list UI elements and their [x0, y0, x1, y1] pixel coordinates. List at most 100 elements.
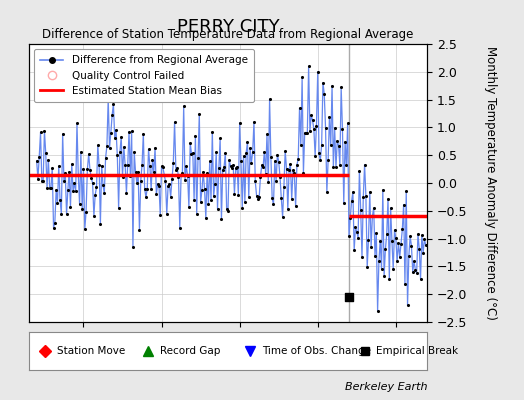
Point: [44, 156, 52, 163]
Point: [323, 188, 331, 195]
Point: [155, 182, 163, 189]
Point: [89, 180, 97, 186]
Point: [77, 148, 85, 155]
Point: [250, 119, 258, 125]
Point: [196, 199, 205, 205]
Point: [248, 149, 257, 155]
Text: Difference of Station Temperature Data from Regional Average: Difference of Station Temperature Data f…: [42, 28, 413, 41]
Point: [86, 167, 94, 173]
Point: [282, 166, 291, 172]
Point: [160, 171, 168, 178]
Point: [59, 131, 67, 137]
Point: [411, 267, 420, 273]
Point: [341, 138, 350, 145]
Text: Station Move: Station Move: [57, 346, 125, 356]
Point: [215, 165, 223, 172]
Point: [393, 258, 401, 264]
Point: [368, 213, 377, 220]
Point: [310, 126, 318, 132]
Point: [299, 170, 308, 176]
Point: [283, 206, 292, 212]
Point: [399, 201, 408, 208]
Point: [92, 184, 101, 191]
Point: [313, 69, 322, 75]
Point: [253, 192, 261, 199]
Point: [64, 186, 72, 193]
Point: [124, 162, 132, 168]
Point: [358, 254, 366, 260]
Point: [74, 172, 82, 178]
Point: [103, 143, 111, 149]
Point: [356, 207, 365, 213]
Point: [151, 144, 159, 151]
Point: [364, 236, 373, 243]
Point: [226, 163, 235, 170]
Point: [47, 184, 55, 191]
Point: [377, 266, 386, 272]
Text: Empirical Break: Empirical Break: [376, 346, 458, 356]
Point: [122, 189, 130, 196]
Point: [403, 302, 412, 308]
Point: [68, 161, 76, 168]
Point: [333, 138, 342, 144]
Point: [342, 162, 351, 168]
Point: [186, 140, 194, 146]
Point: [79, 166, 88, 172]
Point: [311, 152, 319, 159]
Point: [70, 180, 79, 186]
Point: [239, 153, 248, 160]
Point: [325, 113, 334, 120]
Point: [389, 266, 397, 272]
Point: [288, 196, 296, 202]
Point: [104, 96, 113, 102]
Point: [247, 160, 256, 166]
Point: [347, 198, 356, 204]
Point: [229, 162, 237, 168]
Point: [385, 276, 394, 282]
Point: [134, 169, 143, 175]
Point: [302, 129, 310, 136]
Point: [363, 264, 372, 271]
Point: [245, 194, 253, 201]
Point: [298, 74, 307, 80]
Point: [255, 194, 264, 200]
Point: [132, 169, 140, 176]
Point: [394, 240, 402, 246]
Point: [345, 232, 353, 239]
Point: [43, 184, 51, 191]
Point: [227, 164, 236, 171]
Point: [182, 163, 191, 170]
Point: [331, 125, 339, 131]
Point: [259, 164, 267, 170]
Point: [127, 128, 136, 134]
Point: [53, 200, 62, 206]
Point: [49, 225, 58, 231]
Point: [277, 195, 286, 202]
Point: [189, 150, 197, 156]
Point: [254, 196, 262, 202]
Point: [90, 212, 98, 219]
Point: [210, 193, 218, 200]
Point: [191, 132, 200, 139]
Point: [117, 134, 125, 140]
Point: [354, 234, 362, 241]
Point: [337, 84, 345, 90]
Point: [343, 120, 352, 126]
Point: [96, 220, 105, 227]
Point: [256, 174, 265, 180]
Point: [170, 119, 179, 126]
Point: [345, 294, 353, 300]
Point: [355, 168, 364, 174]
Point: [371, 253, 379, 259]
Legend: Difference from Regional Average, Quality Control Failed, Estimated Station Mean: Difference from Regional Average, Qualit…: [34, 49, 254, 102]
Point: [159, 164, 167, 171]
Point: [73, 120, 81, 126]
Point: [208, 128, 216, 135]
Point: [152, 191, 160, 197]
Point: [353, 228, 361, 235]
Point: [178, 170, 187, 176]
Point: [372, 230, 380, 236]
Point: [87, 175, 95, 181]
Point: [270, 158, 279, 164]
Point: [415, 246, 423, 252]
